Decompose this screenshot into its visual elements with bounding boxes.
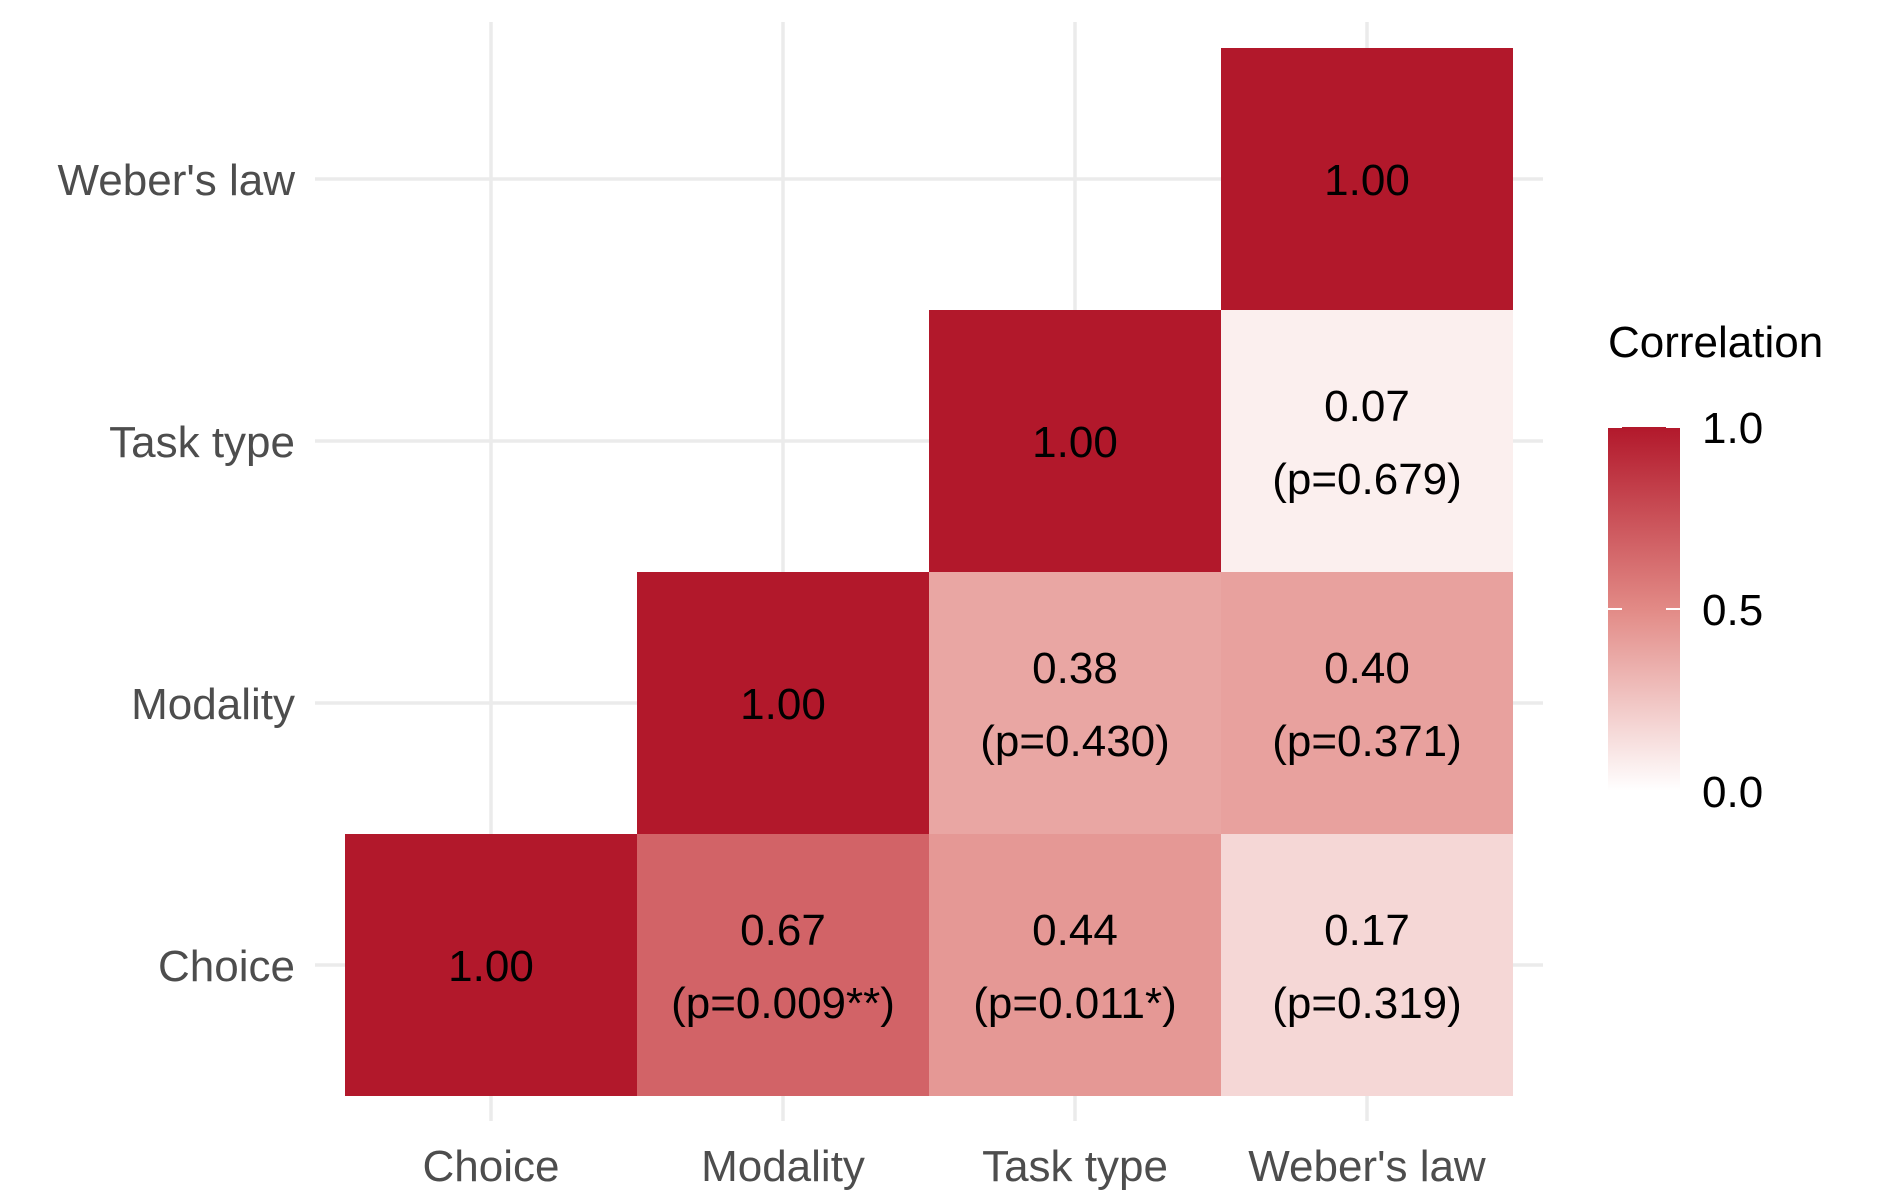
cell-p-value-label: (p=0.319)	[1272, 979, 1462, 1028]
legend-tick-label: 0.5	[1702, 586, 1763, 635]
legend-tick-label: 1.0	[1702, 404, 1763, 453]
cell-p-value-label: (p=0.009**)	[671, 979, 895, 1028]
heatmap-cell	[637, 834, 929, 1096]
x-axis: Choice Modality Task type Weber's law	[423, 1142, 1486, 1191]
cell-value-label: 1.00	[448, 942, 534, 991]
cell-labels: 1.00 0.67 (p=0.009**) 0.44 (p=0.011*) 0.17 (p=…	[448, 156, 1462, 1028]
cell-value-label: 1.00	[740, 680, 826, 729]
y-axis: Choice Modality Task type Weber's law	[58, 156, 296, 991]
cell-p-value-label: (p=0.011*)	[973, 979, 1176, 1028]
y-tick-label: Weber's law	[58, 156, 296, 205]
y-tick-label: Choice	[158, 942, 295, 991]
cell-p-value-label: (p=0.430)	[980, 717, 1170, 766]
cell-value-label: 0.44	[1032, 906, 1118, 955]
cell-value-label: 1.00	[1032, 418, 1118, 467]
cell-value-label: 0.40	[1324, 644, 1410, 693]
x-tick-label: Modality	[701, 1142, 865, 1191]
legend-title: Correlation	[1608, 318, 1823, 367]
cell-value-label: 0.07	[1324, 382, 1410, 431]
cell-value-label: 0.17	[1324, 906, 1410, 955]
heatmap-cell	[929, 834, 1221, 1096]
x-tick-label: Weber's law	[1248, 1142, 1486, 1191]
heatmap-cell	[1221, 834, 1513, 1096]
x-tick-label: Task type	[982, 1142, 1168, 1191]
cell-value-label: 0.67	[740, 906, 826, 955]
legend-tick-label: 0.0	[1702, 768, 1763, 817]
heatmap-cell	[929, 572, 1221, 834]
color-legend: Correlation 1.0 0.5 0.0	[1608, 318, 1823, 817]
heatmap-cell	[637, 572, 929, 834]
y-tick-label: Task type	[109, 418, 295, 467]
heatmap-cell	[345, 834, 637, 1096]
x-tick-label: Choice	[423, 1142, 560, 1191]
cell-value-label: 1.00	[1324, 156, 1410, 205]
cell-p-value-label: (p=0.679)	[1272, 455, 1462, 504]
heatmap-cell	[1221, 572, 1513, 834]
cell-p-value-label: (p=0.371)	[1272, 717, 1462, 766]
heatmap-cells	[345, 48, 1513, 1096]
heatmap-cell	[929, 310, 1221, 572]
y-tick-label: Modality	[131, 680, 295, 729]
heatmap-cell	[1221, 310, 1513, 572]
heatmap-cell	[1221, 48, 1513, 310]
cell-value-label: 0.38	[1032, 644, 1118, 693]
